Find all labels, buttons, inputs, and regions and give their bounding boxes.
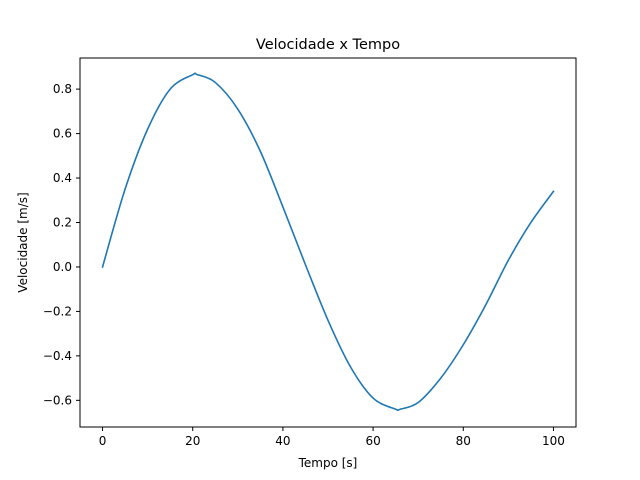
axis-ticks: 0 20 40 60 80 100 −0.6 −0.4 −0.2 0.0 0.2 0.4 0.6 0.8 (43, 82, 565, 448)
y-tick-label: 0.8 (53, 82, 72, 96)
x-tick-label: 80 (456, 434, 471, 448)
y-tick-label: 0.4 (53, 171, 72, 185)
x-axis-label: Tempo [s] (298, 456, 358, 470)
x-tick-label: 20 (185, 434, 200, 448)
y-axis-label: Velocidade [m/s] (16, 192, 30, 292)
y-tick-label: 0.0 (53, 260, 72, 274)
x-tick-label: 100 (542, 434, 565, 448)
plot-area (101, 72, 555, 412)
series-line (101, 72, 555, 412)
y-tick-label: −0.4 (43, 349, 72, 363)
chart-title: Velocidade x Tempo (256, 37, 400, 53)
x-tick-label: 60 (365, 434, 380, 448)
y-tick-label: −0.6 (43, 393, 72, 407)
x-tick-label: 40 (275, 434, 290, 448)
y-tick-label: 0.6 (53, 127, 72, 141)
y-tick-label: 0.2 (53, 215, 72, 229)
axes-frame (79, 57, 577, 428)
x-tick-label: 0 (99, 434, 107, 448)
y-tick-label: −0.2 (43, 304, 72, 318)
